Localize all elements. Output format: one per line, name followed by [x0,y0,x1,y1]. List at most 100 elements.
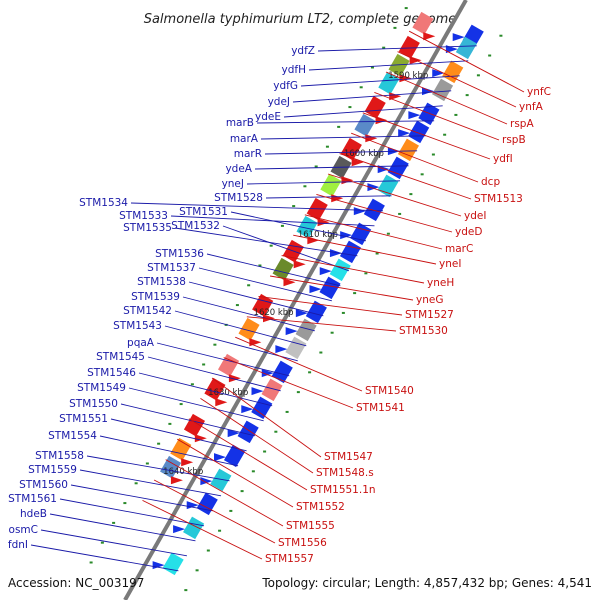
tick-mark [325,145,329,148]
right-gene-label: ynfC [527,86,551,98]
gene-feature [261,378,283,402]
gene-feature [272,257,294,281]
left-gene-label: STM1554 [48,430,97,442]
left-gene-label: STM1536 [155,248,204,260]
left-leader-line [292,90,452,103]
left-gene-label: osmC [9,524,38,536]
gene-feature [455,36,477,60]
left-gene-label: STM1550 [69,398,118,410]
gene-feature [223,444,246,468]
kbp-label: 1630 kbp [208,388,248,398]
gene-arrow [215,398,228,407]
kbp-label: 1610 kbp [298,230,338,240]
gene-arrow [375,116,388,125]
left-gene-label: STM1549 [77,382,126,394]
tick-mark [292,205,296,208]
left-gene-label: STM1551 [59,413,108,425]
tick-mark [112,521,116,524]
right-leader-line [304,214,443,250]
right-gene-label: yneG [416,294,443,306]
left-leader-line [156,342,290,377]
left-leader-line [49,513,196,542]
tick-mark [319,351,323,354]
gene-arrow [295,309,308,318]
gene-arrow [283,278,296,287]
left-leader-line [283,105,443,118]
left-gene-label: STM1531 [179,206,228,218]
right-leader-line [293,234,437,265]
right-gene-label: yneH [427,277,454,289]
gene-arrow [340,231,353,240]
tick-mark [364,272,368,275]
right-gene-label: STM1557 [265,553,314,565]
left-gene-label: ydeE [255,111,281,123]
left-gene-label: STM1543 [113,320,162,332]
gene-arrow [319,267,332,276]
left-gene-label: pqaA [127,337,155,349]
left-gene-label: STM1528 [214,192,263,204]
gene-feature [378,71,400,95]
gene-feature [363,198,385,222]
kbp-label: 1600 kbp [344,149,384,159]
gene-feature [364,95,386,119]
left-gene-label: yneJ [222,178,244,190]
tick-mark [476,74,480,77]
left-gene-label: marA [230,133,259,145]
gene-feature [305,300,327,324]
gene-arrow [353,207,366,216]
gene-feature [271,360,293,384]
left-leader-line [130,202,384,212]
gene-arrow [263,314,276,323]
left-gene-label: ydeA [225,163,252,175]
tick-mark [296,391,300,394]
gene-feature [237,420,259,444]
genome-tracks [89,0,503,600]
tick-mark [251,470,255,473]
left-leader-line [128,387,264,422]
gene-arrow [200,477,213,486]
gene-arrow [170,476,183,485]
tick-mark [269,244,273,247]
right-leader-line [316,193,453,233]
gene-arrow [214,453,227,462]
gene-arrow [398,129,411,138]
gene-arrow [331,194,344,203]
left-leader-line [317,45,477,52]
gene-arrow [399,74,412,83]
left-leader-line [174,310,307,347]
tick-mark [235,304,239,307]
tick-mark [386,232,390,235]
left-leader-line [254,165,409,170]
left-leader-line [198,267,332,302]
gene-feature [412,11,434,35]
tick-mark [280,224,284,227]
tick-mark [454,113,458,116]
right-gene-label: yneI [439,258,461,270]
tick-mark [213,343,217,346]
tick-mark [285,410,289,413]
gene-feature [295,318,317,342]
tick-mark [420,173,424,176]
tick-mark [398,212,402,215]
gene-feature [418,102,440,126]
right-gene-label: STM1540 [365,385,414,397]
right-leader-line [327,173,462,217]
left-leader-line [182,296,315,332]
right-leader-line [362,112,491,160]
gene-arrow [432,69,445,78]
tick-mark [202,363,206,366]
tick-mark [303,185,307,188]
gene-feature [320,173,342,197]
tick-mark [359,86,363,89]
tick-mark [229,509,233,512]
left-leader-line [147,356,281,392]
left-leader-line [188,281,324,317]
kbp-label: 1640 kbp [163,467,203,477]
left-gene-label: STM1534 [79,197,128,209]
tick-mark [190,383,194,386]
left-gene-label: STM1538 [137,276,186,288]
left-leader-line [222,225,350,272]
genome-backbone [123,0,468,600]
left-leader-line [70,484,213,512]
